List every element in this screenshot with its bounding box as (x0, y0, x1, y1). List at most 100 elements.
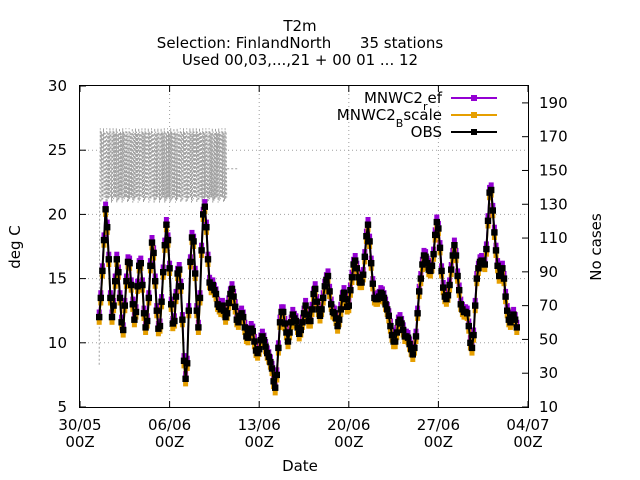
data-point (115, 269, 122, 276)
data-point (364, 221, 372, 228)
data-point (472, 302, 479, 309)
data-point (375, 301, 381, 307)
data-point (281, 320, 288, 327)
data-point (110, 302, 117, 309)
data-point (312, 285, 319, 293)
data-point (128, 281, 135, 289)
data-point (464, 310, 471, 317)
y2-tick-label: 50 (539, 330, 558, 348)
data-point (120, 332, 126, 338)
data-point (428, 262, 436, 269)
data-point (286, 329, 293, 336)
data-point (500, 275, 508, 282)
data-point (360, 271, 367, 278)
legend-label: OBS (411, 123, 442, 141)
data-point (200, 211, 207, 218)
data-point (268, 365, 276, 372)
data-point (229, 281, 235, 287)
data-point (331, 310, 338, 317)
data-point (127, 255, 133, 261)
data-point (397, 312, 403, 318)
data-point (296, 330, 303, 337)
data-point (170, 326, 176, 332)
x-tick-label: 20/06 (327, 416, 370, 434)
data-point (251, 338, 258, 345)
data-point (143, 330, 149, 335)
data-point (195, 330, 201, 335)
data-point (148, 239, 156, 246)
data-point (152, 278, 159, 285)
chart-subtitle-used: Used 00,03,...,21 + 00 01 ... 12 (182, 51, 418, 69)
data-point (280, 304, 286, 310)
y2-tick-label: 150 (539, 161, 568, 179)
data-point (451, 242, 458, 249)
legend-swatch-point (471, 112, 477, 118)
data-point (290, 306, 296, 312)
data-point (202, 199, 208, 205)
data-point (210, 277, 216, 283)
y2-axis-label: No cases (587, 213, 605, 281)
data-point (513, 324, 520, 331)
y-tick-label: 10 (48, 334, 67, 352)
data-point (262, 343, 269, 350)
data-point (164, 236, 172, 244)
data-point (436, 244, 444, 251)
data-point (427, 267, 434, 275)
data-point (511, 306, 517, 312)
data-point (296, 336, 302, 342)
data-point (223, 319, 229, 325)
data-point (365, 217, 371, 222)
data-point (100, 236, 108, 244)
data-point (482, 267, 488, 273)
data-point (406, 340, 413, 348)
x-tick-label-hour: 00Z (513, 433, 542, 451)
data-point (316, 312, 324, 319)
data-point (145, 294, 152, 302)
data-point (123, 278, 130, 285)
y2-tick-label: 10 (539, 398, 558, 416)
series-lines (96, 182, 520, 396)
data-point (423, 249, 429, 255)
data-point (131, 322, 137, 328)
y2-tick-label: 90 (539, 263, 558, 281)
data-point (346, 308, 352, 314)
data-point (307, 323, 313, 329)
legend-swatch-point (471, 129, 477, 135)
data-point (163, 217, 169, 222)
data-point (484, 217, 492, 224)
data-point (328, 301, 335, 308)
data-point (235, 324, 241, 330)
data-point (440, 284, 447, 291)
legend-label: MNWC2Bscale (337, 106, 442, 130)
data-point (469, 350, 475, 356)
data-point (494, 262, 501, 269)
data-point (140, 310, 148, 317)
data-point (188, 234, 196, 241)
data-point (203, 224, 210, 231)
data-point (254, 349, 261, 357)
data-point (514, 330, 520, 335)
data-point (340, 289, 348, 296)
data-point (361, 253, 368, 260)
data-point (267, 358, 274, 366)
data-point (219, 297, 225, 303)
data-point (184, 360, 191, 367)
data-point (504, 307, 511, 314)
data-point (209, 281, 216, 289)
data-point (182, 375, 189, 382)
data-point (379, 286, 385, 292)
data-point (303, 297, 309, 303)
x-tick-label: 06/06 (148, 416, 191, 434)
data-point (239, 305, 245, 311)
data-point (249, 328, 256, 335)
data-point (192, 270, 199, 277)
data-point (434, 214, 440, 220)
plot-frame (79, 85, 529, 408)
x-tick-label-hour: 00Z (245, 433, 274, 451)
data-point (454, 272, 461, 280)
data-point (294, 324, 301, 331)
data-point (155, 331, 161, 337)
data-point (241, 324, 248, 331)
cases-series (98, 128, 240, 365)
data-point (443, 301, 449, 307)
